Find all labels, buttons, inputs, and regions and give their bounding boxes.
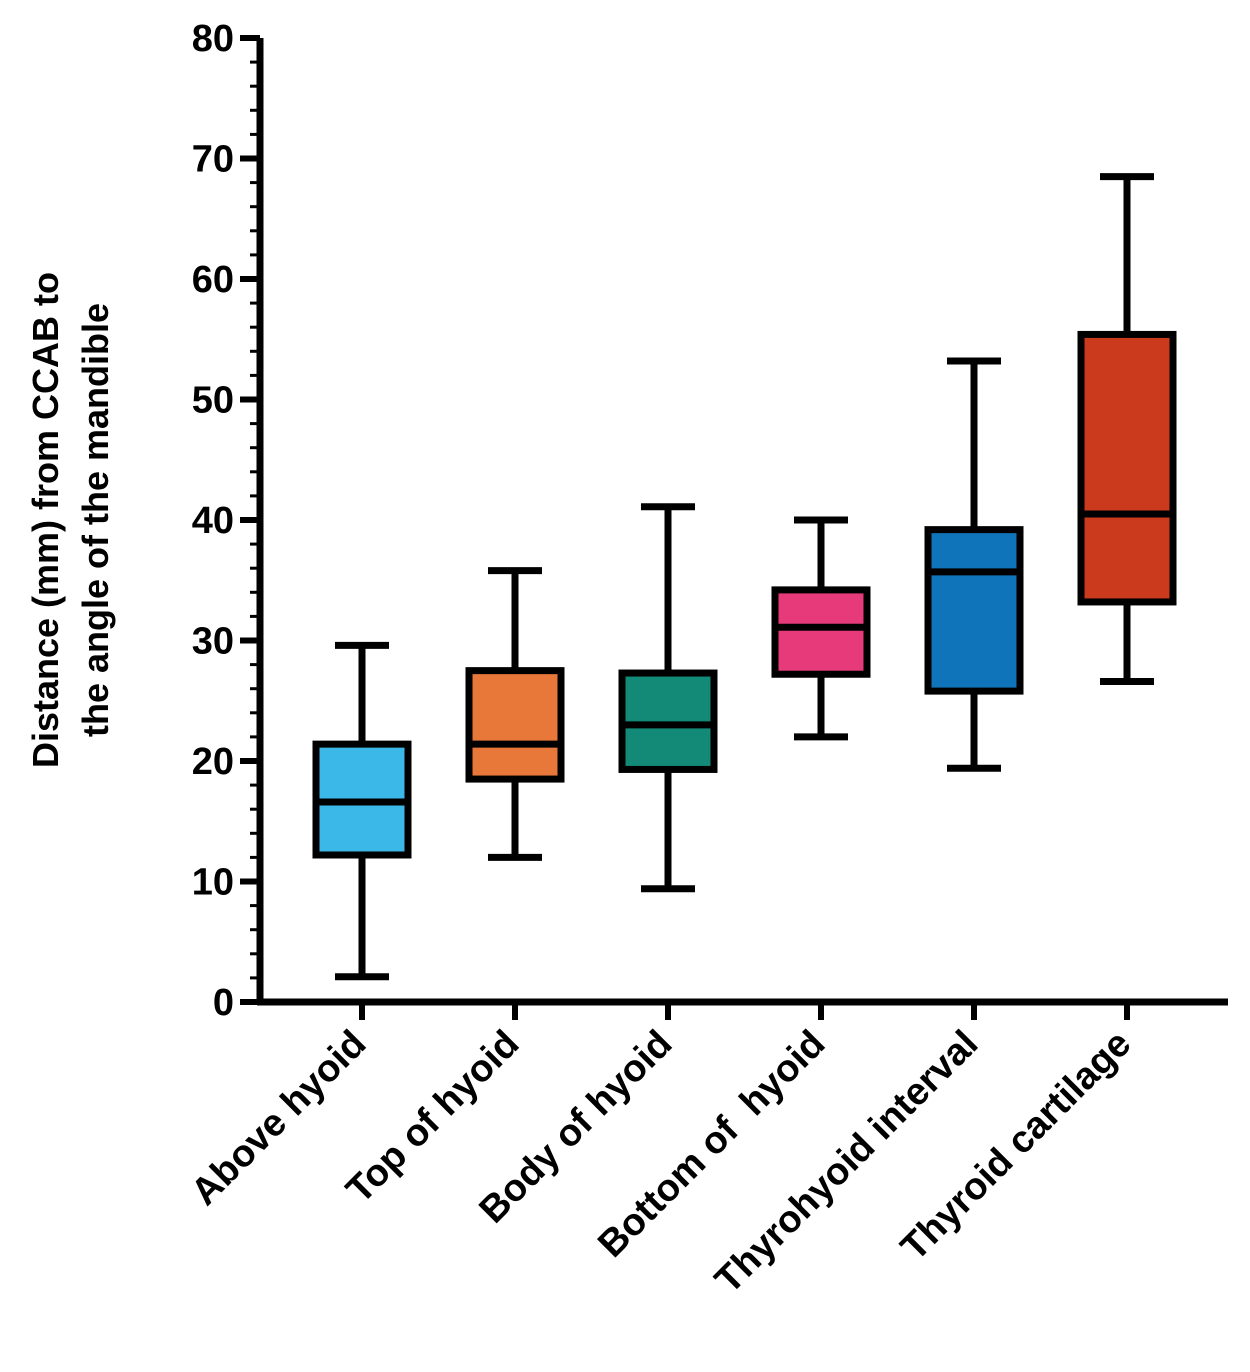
box [618, 503, 718, 893]
iqr-box [771, 586, 871, 678]
iqr-box [924, 526, 1024, 695]
y-axis-title: Distance (mm) from CCAB to the angle of t… [25, 272, 116, 768]
x-tick-label: Thyrohyoid interval [707, 1023, 986, 1302]
box [1077, 173, 1177, 685]
iqr-box [618, 669, 718, 773]
box [465, 567, 565, 861]
y-tick-label: 0 [213, 982, 234, 1024]
box [312, 641, 412, 981]
y-axis: 0 10 20 30 40 50 60 70 80 [192, 18, 264, 1024]
box [771, 516, 871, 741]
iqr-box [465, 667, 565, 783]
y-tick-label: 20 [192, 741, 234, 783]
box [924, 357, 1024, 772]
y-axis-title-line: the angle of the mandible [75, 303, 116, 737]
y-tick-label: 10 [192, 862, 234, 904]
boxes [312, 173, 1177, 981]
y-tick-label: 80 [192, 18, 234, 60]
y-tick-label: 70 [192, 139, 234, 181]
y-tick-label: 50 [192, 380, 234, 422]
y-tick-label: 30 [192, 621, 234, 663]
y-tick-label: 40 [192, 500, 234, 542]
y-axis-title-line: Distance (mm) from CCAB to [25, 272, 66, 768]
iqr-box [1077, 330, 1177, 606]
y-tick-label: 60 [192, 259, 234, 301]
